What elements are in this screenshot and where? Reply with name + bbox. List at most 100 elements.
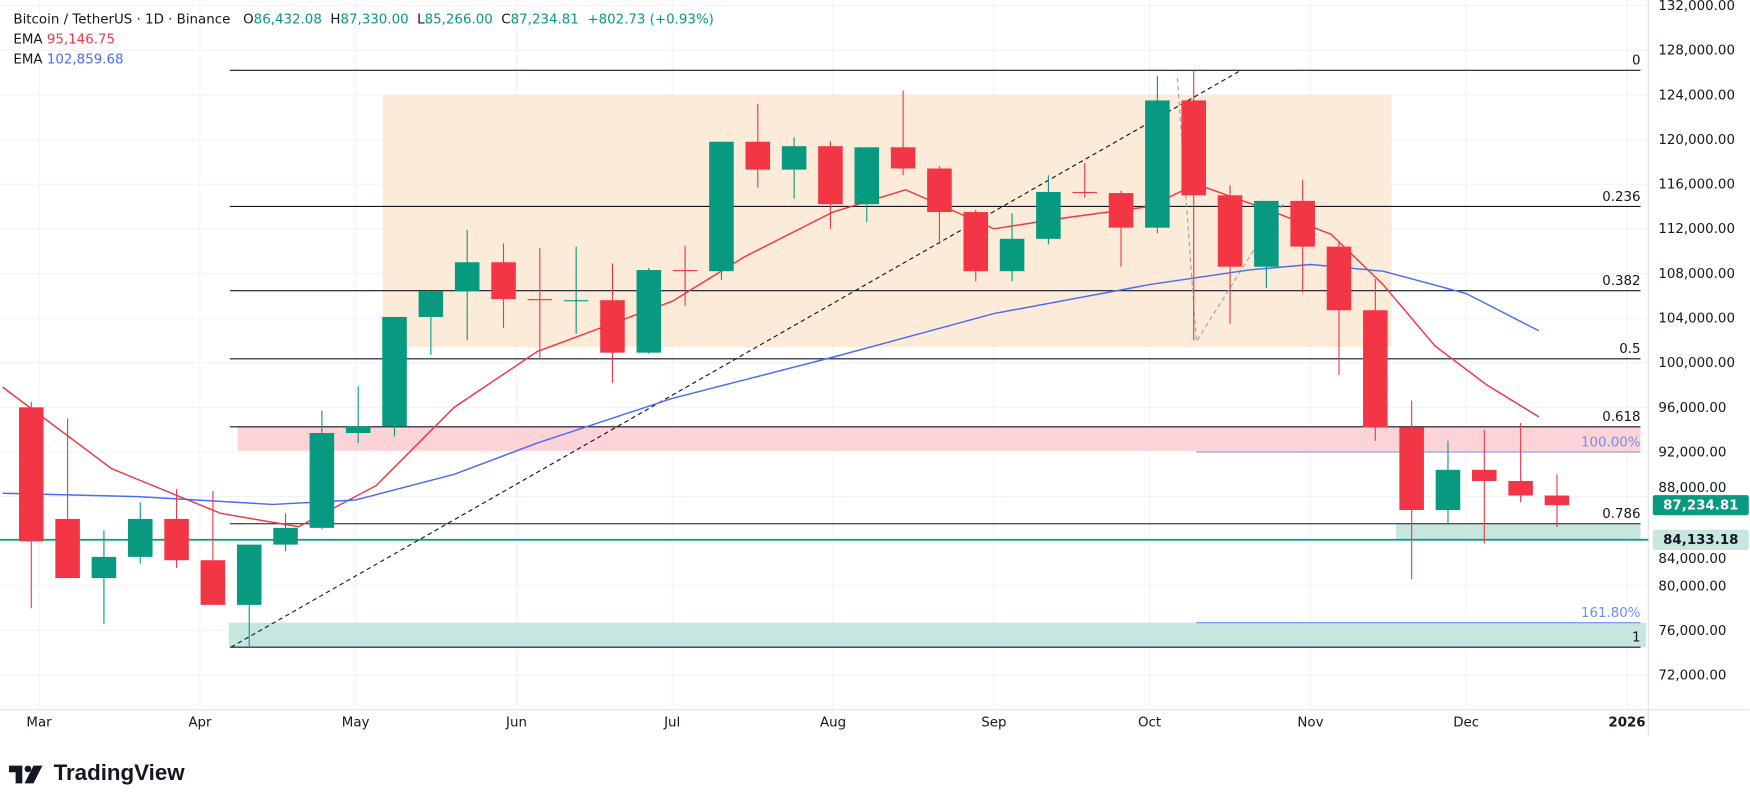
ema2-label: EMA	[13, 51, 43, 67]
price-tick-label: 100,000.00	[1658, 356, 1735, 371]
price-tick-label: 112,000.00	[1658, 222, 1735, 237]
candle	[345, 386, 371, 444]
symbol-legend[interactable]: Bitcoin / TetherUS · 1D · Binance O86,43…	[13, 11, 714, 27]
candle-body	[1217, 195, 1243, 267]
support-zone-bottom[interactable]	[228, 622, 1647, 648]
candle-body	[1254, 200, 1279, 267]
price-tick-label: 88,000.00	[1658, 481, 1726, 496]
fib-level-label: 1	[1632, 631, 1641, 646]
candle	[55, 418, 80, 579]
candle-body	[1326, 246, 1352, 311]
ema1-label: EMA	[13, 31, 43, 47]
candle	[127, 502, 153, 564]
ema2-value: 102,859.68	[46, 51, 124, 67]
candle	[527, 247, 553, 360]
candle-body	[382, 316, 407, 427]
ema2-legend[interactable]: EMA 102,859.68	[13, 51, 123, 67]
ema1-legend[interactable]: EMA 95,146.75	[13, 31, 115, 47]
candle	[1508, 422, 1533, 503]
candle	[1108, 190, 1134, 267]
time-tick-label: 2026	[1608, 716, 1645, 731]
time-tick-label: Oct	[1138, 716, 1161, 731]
candle-body	[709, 141, 734, 272]
low-label: L	[417, 11, 425, 27]
candle-body	[454, 262, 480, 292]
candle	[164, 488, 189, 569]
candle-body	[273, 527, 298, 545]
time-axis[interactable]: Mar Apr May Jun Jul Aug Sep Oct Nov Dec 2026	[26, 716, 1645, 731]
candle	[927, 166, 952, 245]
ema-line	[2, 263, 1540, 506]
candle	[1145, 75, 1170, 234]
candle	[18, 401, 44, 609]
support-zone-recent[interactable]	[1396, 523, 1641, 540]
time-tick-label: Mar	[26, 716, 52, 731]
fib-level-label: 0.236	[1602, 190, 1640, 205]
candle-body	[1508, 480, 1533, 496]
candle-body	[527, 299, 553, 301]
candle	[1544, 474, 1570, 528]
candle	[418, 291, 444, 355]
candle-body	[818, 146, 843, 205]
candle	[1399, 400, 1424, 580]
time-tick-label: May	[342, 716, 370, 731]
change-value: +802.73 (+0.93%)	[587, 11, 714, 27]
tradingview-logo[interactable]: TradingView	[8, 761, 185, 787]
price-tick-label: 76,000.00	[1658, 624, 1726, 639]
candle-body	[309, 433, 335, 528]
price-tick-label: 104,000.00	[1658, 312, 1735, 327]
fib-level-label: 0.618	[1602, 410, 1640, 425]
candle	[854, 147, 880, 223]
candle-body	[1363, 310, 1388, 428]
candle-body	[1108, 193, 1134, 228]
candle	[382, 316, 407, 437]
fib-trend-line[interactable]	[230, 69, 1242, 648]
candle-body	[999, 238, 1025, 272]
candle-body	[563, 300, 589, 302]
price-tick-label: 124,000.00	[1658, 88, 1735, 103]
price-tick-label: 92,000.00	[1658, 445, 1726, 460]
time-tick-label: Jun	[505, 716, 527, 731]
time-tick-label: Nov	[1297, 716, 1323, 731]
candle	[963, 209, 989, 282]
candle	[454, 229, 480, 341]
candle-body	[1544, 495, 1570, 506]
open-label: O	[243, 11, 254, 27]
candle	[999, 213, 1025, 282]
price-label-text: 87,234.81	[1663, 499, 1738, 514]
ema1-value: 95,146.75	[46, 31, 116, 47]
candle-body	[200, 560, 226, 605]
candle-body	[672, 270, 698, 272]
candle	[818, 141, 843, 229]
high-value: 87,330.00	[340, 11, 409, 27]
time-tick-label: Aug	[820, 716, 846, 731]
price-tick-label: 128,000.00	[1658, 44, 1735, 59]
price-label-box	[1652, 495, 1749, 516]
fib-level-label: 0.382	[1602, 274, 1640, 289]
candle	[890, 90, 916, 176]
candle	[273, 513, 298, 552]
candle	[563, 246, 589, 334]
price-axis[interactable]: 132,000.00 128,000.00 124,000.00 120,000.00…	[1652, 0, 1749, 684]
tradingview-logo-icon	[8, 765, 43, 783]
price-tick-label: 120,000.00	[1658, 133, 1735, 148]
time-tick-label: Sep	[981, 716, 1006, 731]
price-tick-label: 116,000.00	[1658, 178, 1735, 193]
close-value: 87,234.81	[510, 11, 579, 27]
candles	[18, 70, 1570, 648]
candle-body	[491, 262, 516, 300]
candle	[709, 141, 734, 281]
candle-body	[781, 146, 807, 170]
resistance-zone[interactable]	[237, 426, 1641, 451]
fib-retracement[interactable]: 0 0.236 0.382 0.5 0.618 0.786 1 100.00% 161.80%	[0, 54, 1649, 648]
candle-body	[1145, 100, 1170, 228]
candle-body	[854, 147, 880, 205]
close-label: C	[501, 11, 511, 27]
price-tick-label: 108,000.00	[1658, 267, 1735, 282]
fib-level-label: 0	[1632, 54, 1641, 69]
candle-body	[127, 518, 153, 557]
time-tick-label: Apr	[188, 716, 212, 731]
fib-level-label: 0.5	[1619, 342, 1640, 357]
candle-body	[55, 518, 80, 579]
